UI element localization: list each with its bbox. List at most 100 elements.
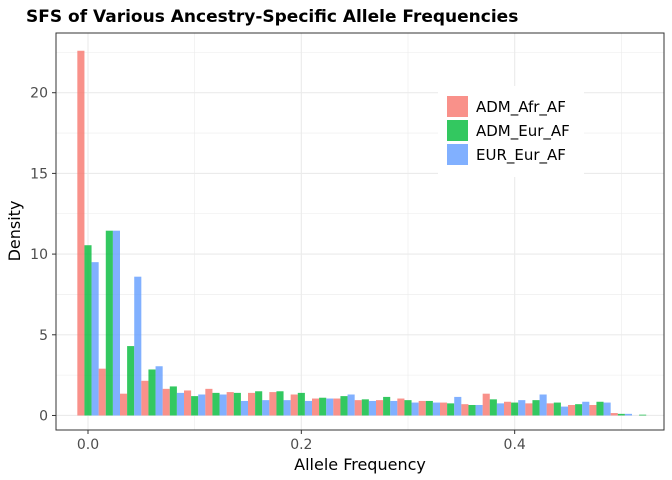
bar-adm-eur-af [169, 386, 177, 416]
histogram-bars [77, 50, 647, 416]
bar-adm-afr-af [504, 401, 512, 416]
bar-adm-eur-af [468, 404, 476, 416]
y-tick-label: 15 [30, 166, 48, 182]
bar-eur-eur-af [475, 404, 483, 416]
bar-adm-afr-af [376, 400, 384, 416]
bar-adm-eur-af [297, 392, 305, 416]
x-tick-label: 0.2 [290, 437, 312, 453]
bar-adm-eur-af [575, 404, 583, 416]
bar-eur-eur-af [262, 400, 270, 416]
bar-adm-afr-af [397, 398, 405, 416]
bar-adm-eur-af [553, 402, 561, 416]
x-tick-label: 0.4 [504, 437, 526, 453]
bar-eur-eur-af [347, 394, 355, 416]
legend-label: ADM_Eur_AF [476, 122, 570, 141]
bar-adm-eur-af [383, 396, 391, 416]
bar-adm-afr-af [568, 404, 576, 416]
bar-adm-afr-af [610, 413, 618, 416]
y-tick-label: 5 [39, 328, 48, 344]
bar-eur-eur-af [112, 230, 120, 416]
bar-adm-eur-af [617, 413, 625, 416]
bar-adm-afr-af [546, 403, 554, 416]
bar-eur-eur-af [539, 394, 547, 416]
bar-adm-afr-af [77, 50, 85, 416]
y-tick-label: 0 [39, 408, 48, 424]
y-tick-label: 20 [30, 86, 48, 102]
y-axis: 0 5 10 15 20 [30, 86, 56, 424]
bar-adm-eur-af [489, 399, 497, 416]
bar-eur-eur-af [518, 400, 526, 416]
bar-eur-eur-af [198, 394, 206, 416]
bar-eur-eur-af [368, 400, 376, 416]
bar-adm-eur-af [596, 401, 604, 416]
bar-adm-afr-af [184, 390, 192, 416]
bar-eur-eur-af [432, 402, 440, 416]
bar-eur-eur-af [603, 402, 611, 416]
bar-eur-eur-af [582, 401, 590, 416]
bar-adm-eur-af [319, 397, 327, 416]
bar-adm-afr-af [354, 400, 362, 416]
bar-eur-eur-af [219, 394, 227, 416]
bar-eur-eur-af [304, 400, 312, 416]
bar-adm-eur-af [447, 403, 455, 416]
bar-eur-eur-af [390, 400, 398, 416]
bar-adm-eur-af [276, 391, 284, 416]
bar-eur-eur-af [411, 402, 419, 416]
bar-adm-afr-af [226, 392, 234, 416]
x-axis-title: Allele Frequency [294, 455, 426, 474]
bar-adm-eur-af [233, 392, 241, 416]
bar-eur-eur-af [155, 366, 163, 416]
legend-label: ADM_Afr_AF [476, 98, 566, 117]
y-axis-title: Density [5, 201, 24, 262]
bar-adm-eur-af [361, 399, 369, 416]
bar-eur-eur-af [560, 406, 568, 416]
bar-eur-eur-af [326, 398, 334, 416]
legend-key-adm-afr-af [447, 96, 468, 117]
legend-label: EUR_Eur_AF [476, 146, 566, 165]
panel-border [55, 32, 665, 431]
bar-adm-eur-af [212, 392, 220, 416]
bar-adm-eur-af [255, 391, 263, 416]
bar-adm-afr-af [418, 400, 426, 416]
bar-adm-afr-af [589, 404, 597, 416]
bar-adm-afr-af [162, 388, 170, 416]
bar-adm-afr-af [269, 392, 277, 416]
bar-adm-afr-af [440, 402, 448, 416]
bar-adm-eur-af [639, 414, 647, 416]
bar-eur-eur-af [624, 413, 632, 416]
legend-key-adm-eur-af [447, 120, 468, 141]
bar-adm-afr-af [461, 404, 469, 416]
chart-title: SFS of Various Ancestry-Specific Allele … [26, 7, 518, 27]
legend: ADM_Afr_AF ADM_Eur_AF EUR_Eur_AF [438, 86, 584, 177]
bar-eur-eur-af [496, 403, 504, 416]
bar-adm-afr-af [290, 394, 298, 416]
bar-adm-afr-af [482, 393, 490, 416]
legend-key-eur-eur-af [447, 144, 468, 165]
bar-eur-eur-af [91, 262, 99, 416]
bar-adm-eur-af [191, 396, 199, 416]
bar-adm-afr-af [205, 388, 213, 416]
bar-adm-afr-af [525, 403, 533, 416]
bar-adm-eur-af [511, 402, 519, 416]
bar-adm-afr-af [98, 368, 106, 416]
bar-eur-eur-af [240, 400, 248, 416]
bar-eur-eur-af [134, 276, 142, 416]
x-tick-label: 0.0 [77, 437, 99, 453]
bar-adm-eur-af [127, 346, 135, 416]
bar-adm-eur-af [340, 396, 348, 416]
bar-adm-afr-af [141, 380, 149, 416]
bar-adm-afr-af [248, 392, 256, 416]
bar-adm-afr-af [312, 398, 320, 416]
bar-eur-eur-af [454, 396, 462, 416]
bar-eur-eur-af [176, 392, 184, 416]
bar-adm-eur-af [148, 369, 156, 416]
bar-adm-afr-af [333, 398, 341, 416]
bar-adm-afr-af [120, 393, 128, 416]
bar-eur-eur-af [283, 400, 291, 416]
y-tick-label: 10 [30, 247, 48, 263]
x-axis: 0.0 0.2 0.4 [77, 430, 526, 453]
bar-adm-eur-af [425, 400, 433, 416]
bar-adm-eur-af [532, 400, 540, 416]
bar-adm-eur-af [404, 400, 412, 416]
